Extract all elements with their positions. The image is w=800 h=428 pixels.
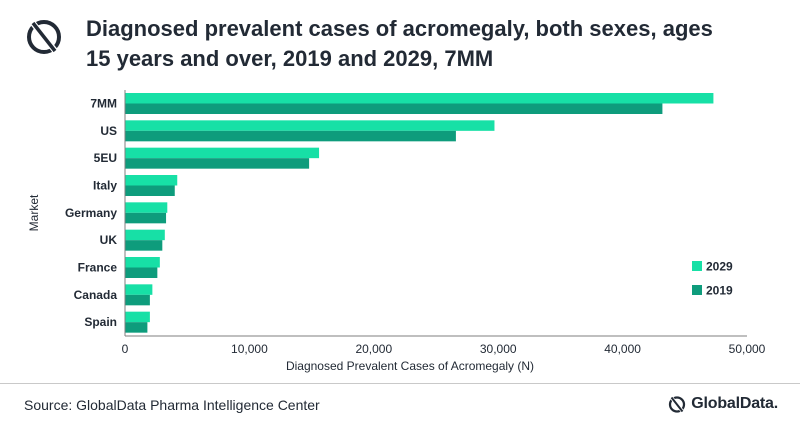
legend-label-2029: 2029: [706, 260, 733, 274]
category-label-germany: Germany: [65, 206, 117, 220]
legend-swatch-2019: [692, 285, 702, 295]
bar-7mm-2029: [125, 93, 714, 104]
x-tick-label: 0: [122, 342, 129, 356]
bar-uk-2019: [125, 240, 163, 251]
x-tick-label: 40,000: [604, 342, 641, 356]
bar-germany-2019: [125, 212, 167, 224]
y-axis-title: Market: [27, 194, 41, 231]
legend: 2029 2019: [692, 260, 733, 298]
bar-france-2019: [125, 267, 158, 278]
bar-germany-2029: [125, 202, 168, 213]
category-label-italy: Italy: [93, 179, 117, 193]
chart-title-line-2: 15 years and over, 2019 and 2029, 7MM: [86, 46, 494, 71]
x-tick-label: 10,000: [231, 342, 268, 356]
chart-title: Diagnosed prevalent cases of acromegaly,…: [86, 14, 776, 74]
footer-divider: [0, 383, 800, 384]
x-axis-title: Diagnosed Prevalent Cases of Acromegaly …: [286, 359, 534, 373]
category-label-spain: Spain: [84, 315, 117, 329]
bar-chart: 7MMUS5EUItalyGermanyUKFranceCanadaSpain …: [27, 90, 766, 373]
bar-7mm-2019: [125, 103, 663, 114]
bar-us-2029: [125, 120, 495, 131]
legend-swatch-2029: [692, 261, 702, 271]
bar-canada-2019: [125, 294, 150, 306]
brand-name: GlobalData.: [691, 395, 778, 412]
category-label-7mm: 7MM: [90, 97, 117, 111]
x-tick-labels: 0 10,000 20,000 30,000 40,000 50,000: [122, 342, 766, 356]
category-label-5eu: 5EU: [94, 151, 117, 165]
brand-logo: GlobalData.: [667, 393, 778, 415]
x-tick-label: 50,000: [729, 342, 766, 356]
bar-spain-2019: [125, 322, 148, 333]
category-label-france: France: [78, 261, 118, 275]
bar-spain-2029: [125, 311, 150, 323]
chart-title-line-1: Diagnosed prevalent cases of acromegaly,…: [86, 16, 713, 41]
bars-group: [125, 93, 714, 333]
bar-5eu-2029: [125, 147, 320, 159]
globaldata-logo-icon: [27, 20, 61, 54]
category-label-uk: UK: [100, 233, 118, 247]
bar-uk-2029: [125, 229, 165, 241]
legend-label-2019: 2019: [706, 284, 733, 298]
globaldata-small-logo-icon: [669, 395, 686, 414]
bar-italy-2019: [125, 185, 175, 196]
category-label-us: US: [100, 124, 117, 138]
x-tick-label: 30,000: [480, 342, 517, 356]
bar-canada-2029: [125, 284, 153, 295]
bar-france-2029: [125, 257, 160, 268]
bar-us-2019: [125, 130, 456, 142]
source-note: Source: GlobalData Pharma Intelligence C…: [24, 397, 320, 413]
x-tick-label: 20,000: [355, 342, 392, 356]
category-label-canada: Canada: [74, 288, 118, 302]
bar-5eu-2019: [125, 158, 310, 169]
category-labels: 7MM US 5EU Italy Germany UK France Canada Spain: [65, 97, 117, 330]
bar-italy-2029: [125, 175, 178, 186]
